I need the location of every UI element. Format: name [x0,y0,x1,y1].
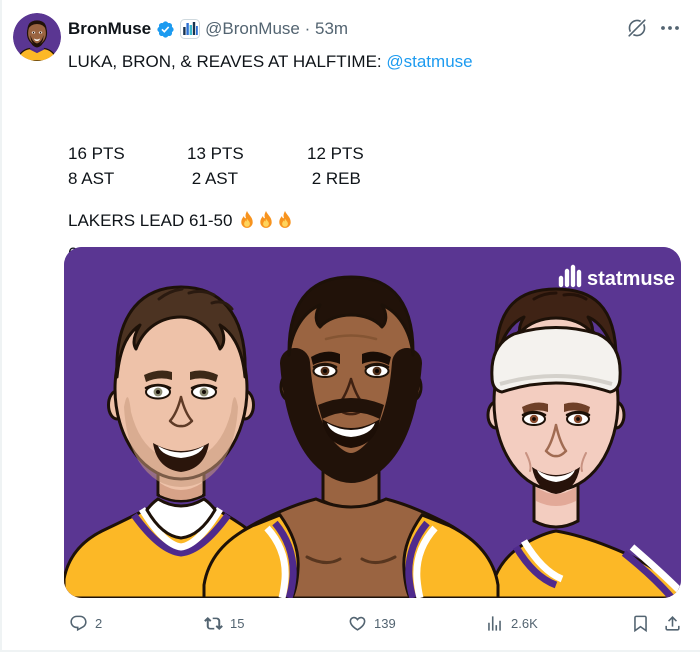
fire-emoji [279,211,292,228]
statmuse-logo: statmuse [558,264,675,290]
more-button[interactable] [658,17,682,39]
player-lebron-illustration [202,275,500,598]
column-left-border [0,0,2,652]
fire-emoji-row [238,211,294,230]
statmuse-players-illustration: statmuse [64,247,681,598]
bookmark-icon [634,615,647,632]
reply-button[interactable]: 2 [69,611,102,635]
timestamp[interactable]: 53m [315,19,349,38]
views-button[interactable]: 2.6K [485,611,538,635]
share-icon [665,615,680,631]
fire-emoji [241,211,254,228]
like-count: 139 [374,615,396,631]
bookmark-button[interactable] [631,611,650,635]
tweet-header: BronMuse @BronMuse · 53m [68,19,348,39]
score-text: LAKERS LEAD 61-50 [68,211,233,230]
verified-badge-icon [156,20,175,39]
statmuse-logo-text: statmuse [587,268,675,290]
like-icon [349,616,366,631]
views-icon [488,615,501,631]
user-handle[interactable]: @BronMuse · 53m [205,19,349,38]
repost-count: 15 [230,615,245,631]
action-bar: 2 15 139 2.6K [0,608,700,638]
repost-button[interactable]: 15 [204,611,244,635]
repost-icon [204,616,223,630]
grok-icon [627,18,647,38]
fire-emoji [260,211,273,228]
like-button[interactable]: 139 [348,611,396,635]
display-name[interactable]: BronMuse [68,19,152,38]
tweet-image[interactable]: statmuse [64,247,681,598]
share-button[interactable] [663,611,682,635]
tweet-text: LUKA, BRON, & REAVES AT HALFTIME: @statm… [68,50,473,74]
statmuse-mention-link[interactable]: @statmuse [386,52,473,71]
reply-icon [70,615,87,631]
tweet-bottom-divider [0,650,700,652]
reply-count: 2 [95,615,103,631]
tweet-text-main: LUKA, BRON, & REAVES AT HALFTIME: [68,52,382,71]
more-icon [661,26,679,30]
avatar[interactable] [13,13,61,61]
dot-separator: · [304,19,311,38]
grok-button[interactable] [626,17,648,39]
player-reaves-illustration [486,287,681,598]
score-line: LAKERS LEAD 61-50 [68,208,294,233]
statmuse-affiliate-badge-icon [180,19,201,39]
avatar-illustration [13,13,61,61]
view-count: 2.6K [511,615,538,631]
